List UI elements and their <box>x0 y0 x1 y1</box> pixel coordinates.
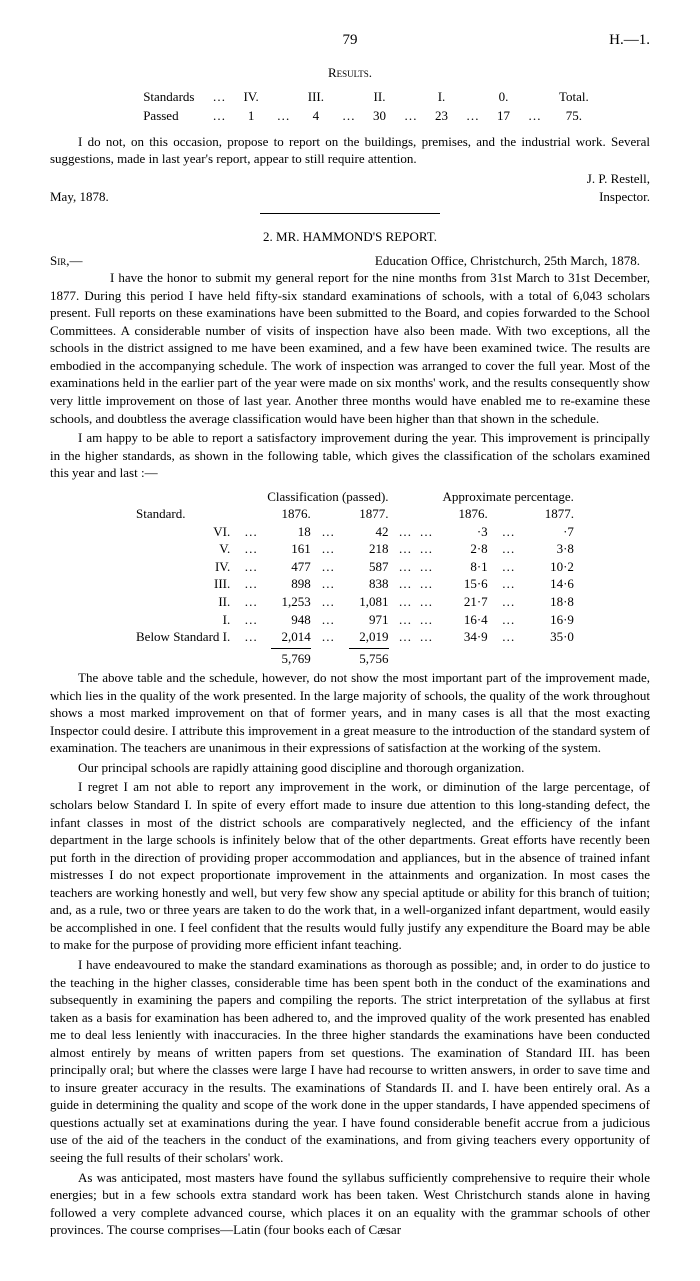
ct-head-right: Approximate percentage. <box>437 488 580 506</box>
sir: Sir,— <box>50 253 82 268</box>
header-code: H.—1. <box>609 30 650 50</box>
salutation-row: Sir,— Education Office, Christchurch, 25… <box>50 252 650 270</box>
results-v2: 30 <box>365 107 394 125</box>
ct-total-b: 5,756 <box>349 648 389 668</box>
ct-total-a: 5,769 <box>271 648 311 668</box>
ct-col-std: Standard. <box>130 505 240 523</box>
results-h5: 0. <box>489 88 518 106</box>
ct-row: V.…161…218……2·8…3·8 <box>130 540 580 558</box>
results-v3: 23 <box>427 107 456 125</box>
sig1-title: Inspector. <box>599 188 650 206</box>
results-data-row: Passed … 1 … 4 … 30 … 23 … 17 … 75. <box>103 107 597 125</box>
results-v4: 17 <box>489 107 518 125</box>
results-h2: III. <box>300 88 332 106</box>
results-row-label: Passed <box>103 107 202 125</box>
para6: I have endeavoured to make the standard … <box>50 956 650 1167</box>
sig1-date: May, 1878. <box>50 188 109 206</box>
ct-row: Below Standard I.…2,014…2,019……34·9…35·0 <box>130 628 580 646</box>
ct-row: VI.…18…42……·3…·7 <box>130 523 580 541</box>
classification-table: Classification (passed). Approximate per… <box>130 488 580 667</box>
results-note: I do not, on this occasion, propose to r… <box>50 133 650 168</box>
ct-total-row: 5,769 5,756 <box>130 646 580 668</box>
signature-block-1: J. P. Restell, May, 1878. Inspector. <box>50 170 650 205</box>
report2-title: 2. MR. HAMMOND'S REPORT. <box>50 228 650 246</box>
results-h1: IV. <box>235 88 266 106</box>
para5: I regret I am not able to report any imp… <box>50 778 650 953</box>
office-line: Education Office, Christchurch, 25th Mar… <box>375 252 650 270</box>
results-h0: Standards <box>103 88 202 106</box>
ct-row: III.…898…838……15·6…14·6 <box>130 575 580 593</box>
ct-head-left: Classification (passed). <box>261 488 394 506</box>
ct-y0: 1876. <box>261 505 316 523</box>
results-table: Standards … IV. III. II. I. 0. Total. Pa… <box>101 86 599 127</box>
results-header-row: Standards … IV. III. II. I. 0. Total. <box>103 88 597 106</box>
ct-y1: 1877. <box>339 505 394 523</box>
r2-para1: I have the honor to submit my general re… <box>50 269 650 427</box>
ct-y2: 1876. <box>437 505 494 523</box>
para3: The above table and the schedule, howeve… <box>50 669 650 757</box>
ct-row: II.…1,253…1,081……21·7…18·8 <box>130 593 580 611</box>
results-h4: I. <box>427 88 456 106</box>
ct-row: I.…948…971……16·4…16·9 <box>130 611 580 629</box>
ct-row: IV.…477…587……8·1…10·2 <box>130 558 580 576</box>
para7: As was anticipated, most masters have fo… <box>50 1169 650 1239</box>
results-v1: 4 <box>300 107 332 125</box>
page-number: 79 <box>50 30 650 50</box>
results-h6: Total. <box>551 88 597 106</box>
separator <box>260 213 440 214</box>
para4: Our principal schools are rapidly attain… <box>50 759 650 777</box>
results-title: Results. <box>50 64 650 82</box>
results-h3: II. <box>365 88 394 106</box>
ct-y3: 1877. <box>523 505 580 523</box>
results-v0: 1 <box>235 107 266 125</box>
results-v5: 75. <box>551 107 597 125</box>
r2-para2: I am happy to be able to report a satisf… <box>50 429 650 482</box>
sig1-name: J. P. Restell, <box>50 170 650 188</box>
